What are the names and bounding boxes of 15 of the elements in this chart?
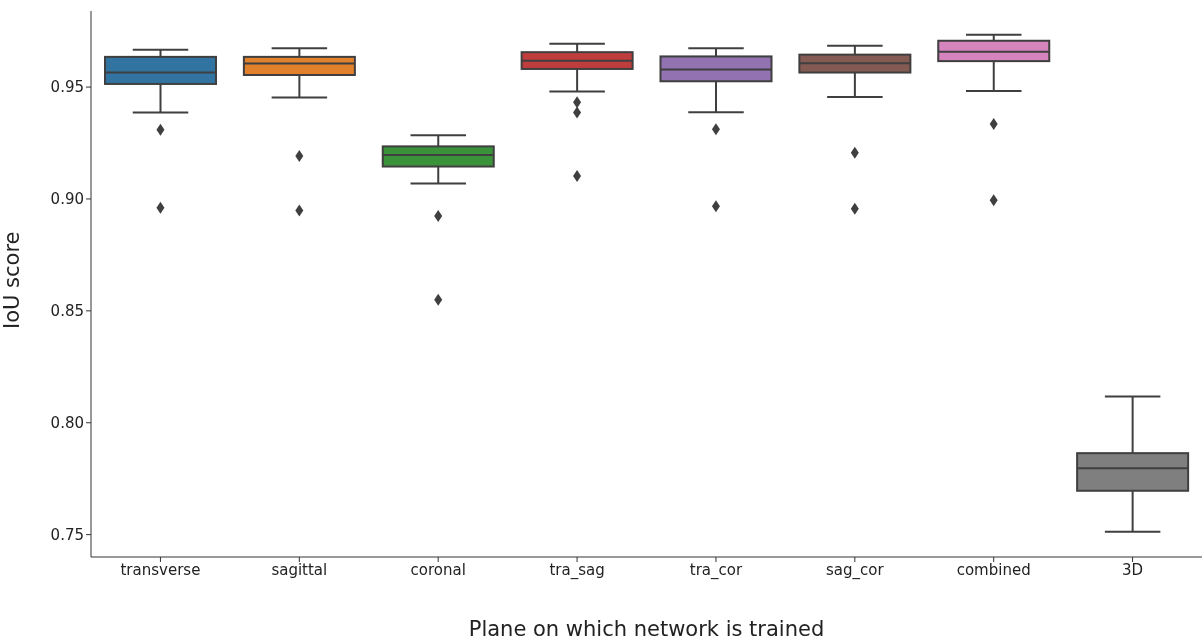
y-tick-label: 0.95: [50, 78, 84, 97]
x-tick-label: tra_sag: [549, 560, 605, 580]
x-tick-label: 3D: [1122, 560, 1144, 579]
x-tick-label: sag_cor: [826, 560, 885, 580]
y-tick-label: 0.80: [50, 414, 84, 433]
x-tick-label: sagittal: [271, 560, 328, 579]
x-tick-label: tra_cor: [689, 560, 743, 580]
x-axis-title: Plane on which network is trained: [468, 617, 825, 638]
y-tick-label: 0.75: [50, 525, 84, 544]
x-tick-label: coronal: [410, 560, 466, 579]
x-tick-label: transverse: [120, 560, 201, 579]
x-tick-label: combined: [956, 560, 1031, 579]
y-tick-label: 0.85: [50, 302, 84, 321]
y-tick-label: 0.90: [50, 190, 84, 209]
y-axis-title: IoU score: [0, 231, 25, 329]
